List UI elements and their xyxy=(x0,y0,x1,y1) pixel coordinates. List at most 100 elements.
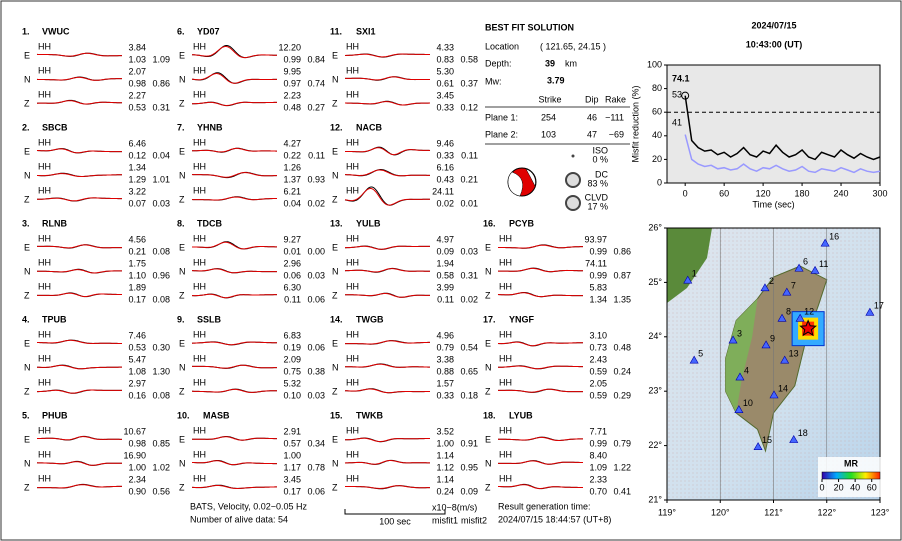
plane-value: −111 xyxy=(605,112,624,122)
misfit1: 0.06 xyxy=(283,270,301,280)
misfit2: 0.08 xyxy=(152,294,170,304)
amplitude: 1.57 xyxy=(436,378,454,388)
component: N xyxy=(179,458,186,468)
station-name: YULB xyxy=(356,218,381,228)
misfit-line xyxy=(684,95,881,161)
channel: HH xyxy=(346,377,359,387)
amplitude: 2.23 xyxy=(283,90,301,100)
colorbar-tick-label: 40 xyxy=(850,482,860,492)
station-label: 5 xyxy=(698,349,703,359)
lon-tick-label: 123° xyxy=(871,507,890,517)
misfit2: 1.01 xyxy=(152,174,170,184)
station-number: 5. xyxy=(22,410,30,420)
channel: HH xyxy=(499,353,512,363)
station-label: 12 xyxy=(804,307,814,317)
amplitude: 3.45 xyxy=(436,90,454,100)
channel: HH xyxy=(499,449,512,459)
misfit2: 0.37 xyxy=(460,78,478,88)
amplitude: 6.83 xyxy=(283,330,301,340)
component: Z xyxy=(332,386,338,396)
channel: HH xyxy=(193,161,206,171)
depth-unit: km xyxy=(565,58,577,68)
channel: HH xyxy=(38,233,51,243)
annotation: 53 xyxy=(672,89,682,99)
channel: HH xyxy=(499,425,512,435)
synthetic-trace xyxy=(36,52,122,57)
plane-label: Plane 2: xyxy=(485,129,518,139)
misfit2: 0.11 xyxy=(461,150,478,160)
amplitude: 8.40 xyxy=(589,450,607,460)
synthetic-trace xyxy=(344,388,430,394)
station-label: 11 xyxy=(819,259,828,269)
amplitude: 4.56 xyxy=(128,234,146,244)
station-number: 1. xyxy=(22,26,30,36)
station-number: 16. xyxy=(483,218,496,228)
amplitude: 3.45 xyxy=(283,474,301,484)
y-tick-label: 100 xyxy=(647,59,662,69)
synthetic-trace xyxy=(37,389,122,394)
amplitude: 1.14 xyxy=(436,474,454,484)
synthetic-trace xyxy=(498,460,583,465)
component: Z xyxy=(24,386,30,396)
channel: HH xyxy=(346,257,359,267)
misfit1-legend: misfit1 xyxy=(432,515,458,525)
station-number: 11. xyxy=(330,26,342,36)
misfit1: 0.10 xyxy=(283,390,301,400)
station-number: 9. xyxy=(177,314,185,324)
misfit1: 1.00 xyxy=(128,462,146,472)
component: E xyxy=(179,146,185,156)
station-marker xyxy=(728,335,738,344)
amplitude: 1.75 xyxy=(128,258,146,268)
misfit2: 0.87 xyxy=(613,270,631,280)
component: N xyxy=(24,458,31,468)
misfit1: 0.99 xyxy=(589,246,607,256)
synthetic-trace xyxy=(192,485,277,489)
station-number: 7. xyxy=(177,122,185,132)
component: N xyxy=(24,170,31,180)
misfit2: 0.93 xyxy=(307,174,325,184)
amplitude: 74.11 xyxy=(585,258,607,268)
component: Z xyxy=(332,98,338,108)
station-marker xyxy=(735,372,745,381)
misfit1: 0.19 xyxy=(283,342,301,352)
lon-tick-label: 119° xyxy=(658,507,676,517)
channel: HH xyxy=(193,257,206,267)
channel: HH xyxy=(38,161,51,171)
station-label: 17 xyxy=(874,301,884,311)
component: N xyxy=(24,74,31,84)
misfit1: 0.17 xyxy=(128,294,146,304)
amplitude: 5.83 xyxy=(589,282,607,292)
misfit1: 0.16 xyxy=(128,390,146,400)
result-time: 2024/07/15 18:44:57 (UT+8) xyxy=(498,514,611,524)
misfit1: 0.99 xyxy=(589,438,607,448)
synthetic-trace xyxy=(37,269,122,274)
station-number: 2. xyxy=(22,122,30,132)
amplitude: 6.46 xyxy=(128,138,146,148)
synthetic-trace xyxy=(191,196,277,201)
plane-value: 47 xyxy=(587,129,597,139)
component: E xyxy=(332,50,338,60)
x-tick-label: 60 xyxy=(719,188,729,198)
misfit2: 0.08 xyxy=(152,246,170,256)
misfit2: 0.12 xyxy=(460,102,478,112)
misfit1: 0.75 xyxy=(283,366,301,376)
misfit1: 0.61 xyxy=(436,78,454,88)
plane-value: 46 xyxy=(587,112,597,122)
misfit1: 0.12 xyxy=(128,150,146,160)
misfit1: 0.98 xyxy=(128,78,146,88)
time: 10:43:00 (UT) xyxy=(746,39,803,49)
amplitude: 5.32 xyxy=(283,378,301,388)
component: N xyxy=(24,362,31,372)
station-label: 7 xyxy=(791,281,796,291)
misfit2: 0.27 xyxy=(307,102,325,112)
misfit1: 0.33 xyxy=(436,390,454,400)
component: E xyxy=(485,338,491,348)
component: Z xyxy=(179,482,185,492)
station-label: 6 xyxy=(803,257,808,267)
channel: HH xyxy=(346,65,359,75)
channel: HH xyxy=(38,137,51,147)
misfit1: 1.03 xyxy=(128,54,146,64)
component: Z xyxy=(485,290,491,300)
component: Z xyxy=(179,98,185,108)
